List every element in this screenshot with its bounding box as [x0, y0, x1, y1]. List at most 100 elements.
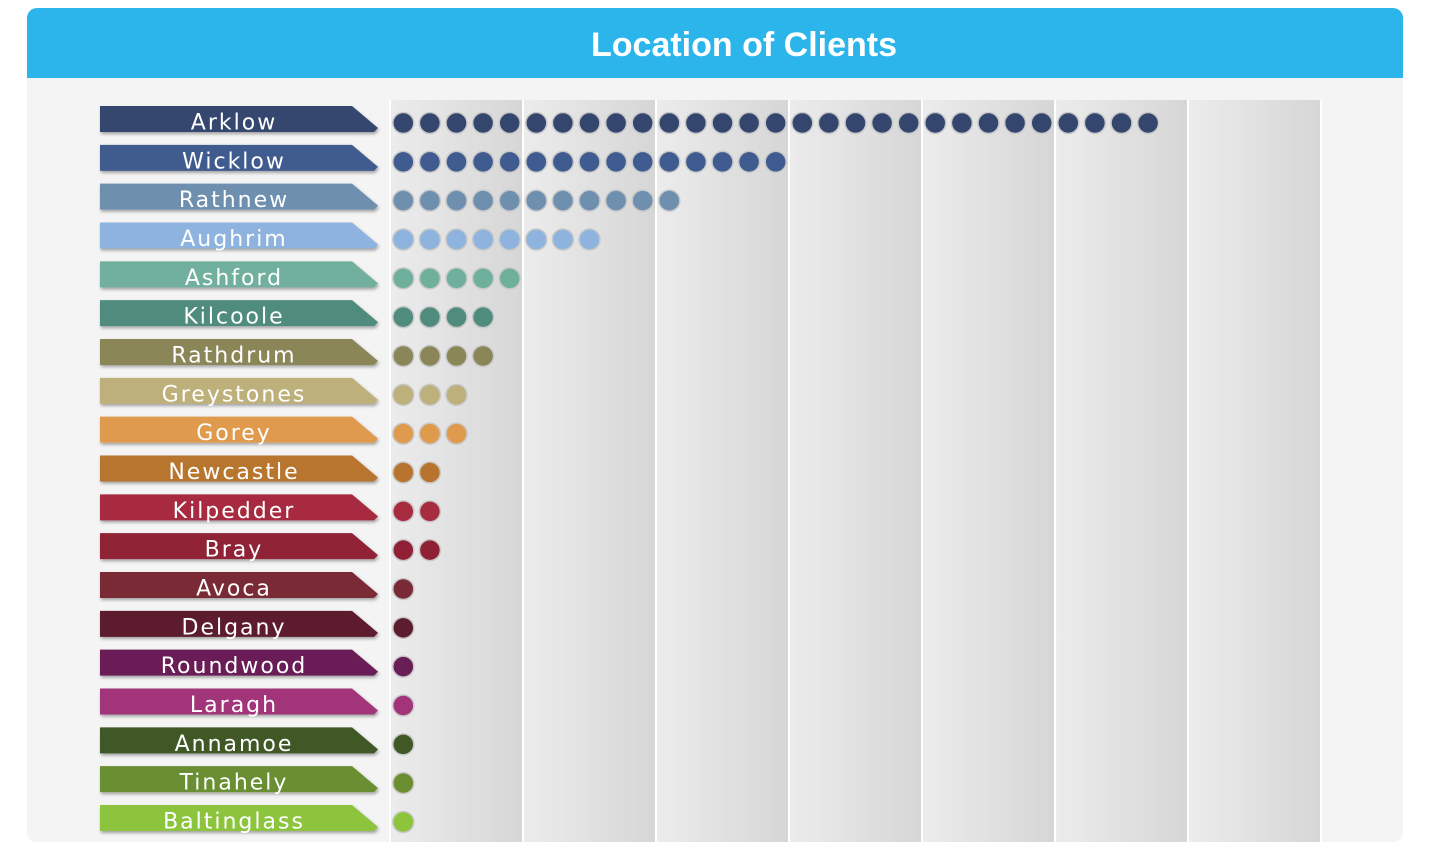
- dot: [471, 228, 495, 251]
- dot-row: [392, 577, 415, 601]
- chart-title: Location of Clients: [591, 26, 897, 64]
- dot: [525, 189, 548, 212]
- label-ribbon: [100, 106, 378, 132]
- dot: [418, 344, 442, 368]
- dot: [392, 344, 415, 368]
- dot: [392, 538, 415, 562]
- dot: [870, 111, 894, 135]
- dot: [977, 111, 1000, 135]
- category-label: Annamoe: [175, 732, 294, 757]
- label-ribbon: [100, 649, 378, 676]
- dot: [392, 150, 415, 174]
- dot: [604, 111, 628, 135]
- dot: [392, 500, 415, 523]
- dot-row: [392, 771, 415, 795]
- label-ribbon: [100, 183, 378, 210]
- dot-row: [392, 383, 468, 407]
- grid-column: [922, 100, 1055, 842]
- dot: [498, 150, 521, 174]
- dot: [578, 111, 601, 135]
- dot-row: [392, 616, 415, 640]
- dot-row: [392, 228, 601, 251]
- label-ribbon: [100, 533, 378, 560]
- label-ribbon: [100, 455, 378, 482]
- dot: [631, 189, 654, 212]
- label-ribbon: [100, 766, 378, 793]
- dot: [418, 267, 442, 290]
- label-ribbon: [100, 610, 378, 637]
- dot: [471, 267, 495, 290]
- dot: [445, 150, 468, 174]
- dot-row: [392, 733, 415, 756]
- dot: [418, 189, 442, 212]
- dot: [1057, 111, 1080, 135]
- dot-row: [392, 189, 681, 212]
- dot: [392, 810, 415, 834]
- dot: [844, 111, 867, 135]
- label-ribbon: [100, 688, 378, 715]
- grid-column: [523, 100, 656, 842]
- dot: [711, 111, 734, 135]
- plot-area: Arklow Wicklow Rathnew Aughrim Ashford Kilcoo…: [100, 100, 1322, 842]
- category-label: Laragh: [190, 693, 278, 718]
- dot: [445, 228, 468, 251]
- dot: [418, 500, 442, 523]
- grid-column: [789, 100, 922, 842]
- category-label: Delgany: [182, 615, 287, 640]
- dot-row: [392, 655, 415, 678]
- grid-column: [656, 100, 789, 842]
- label-ribbon: [100, 494, 378, 521]
- label-ribbon: [100, 261, 378, 288]
- category-label: Roundwood: [161, 654, 308, 679]
- dot: [604, 189, 628, 212]
- dot: [392, 616, 415, 640]
- dot: [551, 150, 575, 174]
- dot: [392, 655, 415, 678]
- category-label: Rathdrum: [171, 344, 296, 369]
- label-ribbon: [100, 727, 378, 754]
- dot: [578, 189, 601, 212]
- dot: [737, 111, 761, 135]
- dot: [817, 111, 841, 135]
- dot: [498, 267, 521, 290]
- dot: [392, 771, 415, 795]
- dot: [392, 111, 415, 135]
- dot: [684, 150, 708, 174]
- dot: [525, 150, 548, 174]
- dot: [418, 538, 442, 562]
- category-label: Avoca: [196, 577, 272, 602]
- label-ribbon: [100, 300, 378, 327]
- dot: [897, 111, 920, 135]
- dot: [418, 228, 442, 251]
- dot: [551, 189, 575, 212]
- dot: [445, 344, 468, 368]
- label-ribbon: [100, 339, 378, 365]
- dot: [392, 694, 415, 717]
- dot-row: [392, 810, 415, 834]
- dot: [445, 189, 468, 212]
- dot: [711, 150, 734, 174]
- category-label: Newcastle: [168, 460, 299, 485]
- dot: [551, 111, 575, 135]
- dot: [498, 111, 521, 135]
- dot: [1136, 111, 1160, 135]
- category-label: Aughrim: [180, 227, 288, 252]
- dot: [445, 305, 468, 329]
- dot: [1083, 111, 1107, 135]
- dot-row: [392, 267, 521, 290]
- dot: [684, 111, 708, 135]
- dot: [551, 228, 575, 251]
- label-ribbon: [100, 144, 378, 171]
- dot: [392, 461, 415, 484]
- dot: [471, 111, 495, 135]
- category-label: Ashford: [185, 266, 283, 291]
- dot: [418, 150, 442, 174]
- dot: [737, 150, 761, 174]
- grid-column: [1055, 100, 1188, 842]
- dot: [1003, 111, 1027, 135]
- dot: [392, 383, 415, 407]
- dot: [498, 189, 521, 212]
- dot: [418, 383, 442, 407]
- label-ribbon: [100, 805, 378, 831]
